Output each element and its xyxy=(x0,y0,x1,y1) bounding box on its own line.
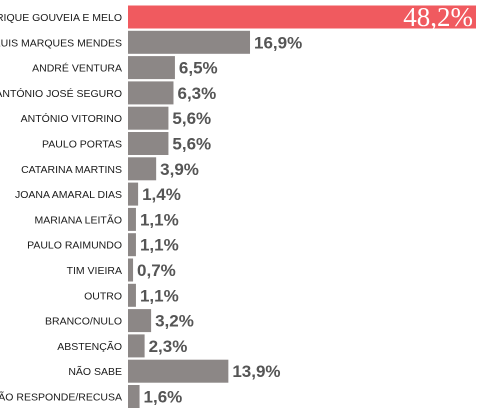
bar xyxy=(128,207,136,231)
bar xyxy=(128,385,140,408)
bar-highlight xyxy=(128,5,476,29)
bar xyxy=(128,106,169,130)
category-label: ANTÓNIO VITORINO xyxy=(21,112,122,125)
value-label: 1,4% xyxy=(142,185,181,204)
bar xyxy=(128,182,139,206)
category-label: ANTÓNIO JOSÉ SEGURO xyxy=(0,87,122,100)
bar xyxy=(128,132,169,155)
category-label: JOANA AMARAL DIAS xyxy=(15,189,122,201)
category-label: CATARINA MARTINS xyxy=(21,164,122,176)
value-label: 48,2% xyxy=(403,2,473,32)
category-label: HENRIQUE GOUVEIA E MELO xyxy=(0,12,122,24)
category-label: LUIS MARQUES MENDES xyxy=(0,37,122,49)
value-label: 1,1% xyxy=(140,286,179,305)
value-label: 2,3% xyxy=(149,337,188,356)
category-label: ABSTENÇÃO xyxy=(57,340,122,353)
value-label: 5,6% xyxy=(172,109,211,128)
bar xyxy=(128,309,152,333)
category-label: BRANCO/NULO xyxy=(45,316,122,328)
value-label: 6,5% xyxy=(179,59,218,78)
category-label: ANDRÉ VENTURA xyxy=(32,62,122,75)
value-label: 1,6% xyxy=(144,388,183,407)
bar xyxy=(128,283,136,307)
bar xyxy=(128,233,136,257)
value-label: 3,2% xyxy=(155,312,194,331)
category-label: PAULO RAIMUNDO xyxy=(27,240,122,252)
bar xyxy=(128,258,134,282)
value-label: 16,9% xyxy=(254,33,302,52)
category-label: PAULO PORTAS xyxy=(42,139,122,151)
bar xyxy=(128,56,175,80)
category-label: NÃO RESPONDE/RECUSA xyxy=(0,391,122,404)
category-label: TIM VIEIRA xyxy=(67,265,122,277)
value-label: 13,9% xyxy=(232,362,280,381)
bar xyxy=(128,157,157,181)
category-label: OUTRO xyxy=(84,290,122,302)
value-label: 3,9% xyxy=(160,160,199,179)
bar xyxy=(128,334,145,358)
value-label: 0,7% xyxy=(137,261,176,280)
bar xyxy=(128,30,251,54)
value-label: 5,6% xyxy=(172,135,211,154)
category-label: MARIANA LEITÃO xyxy=(34,213,122,226)
bar xyxy=(128,81,174,105)
value-label: 1,1% xyxy=(140,236,179,255)
bar xyxy=(128,359,229,383)
value-label: 1,1% xyxy=(140,210,179,229)
category-label: NÃO SABE xyxy=(68,365,122,378)
value-label: 6,3% xyxy=(177,84,216,103)
